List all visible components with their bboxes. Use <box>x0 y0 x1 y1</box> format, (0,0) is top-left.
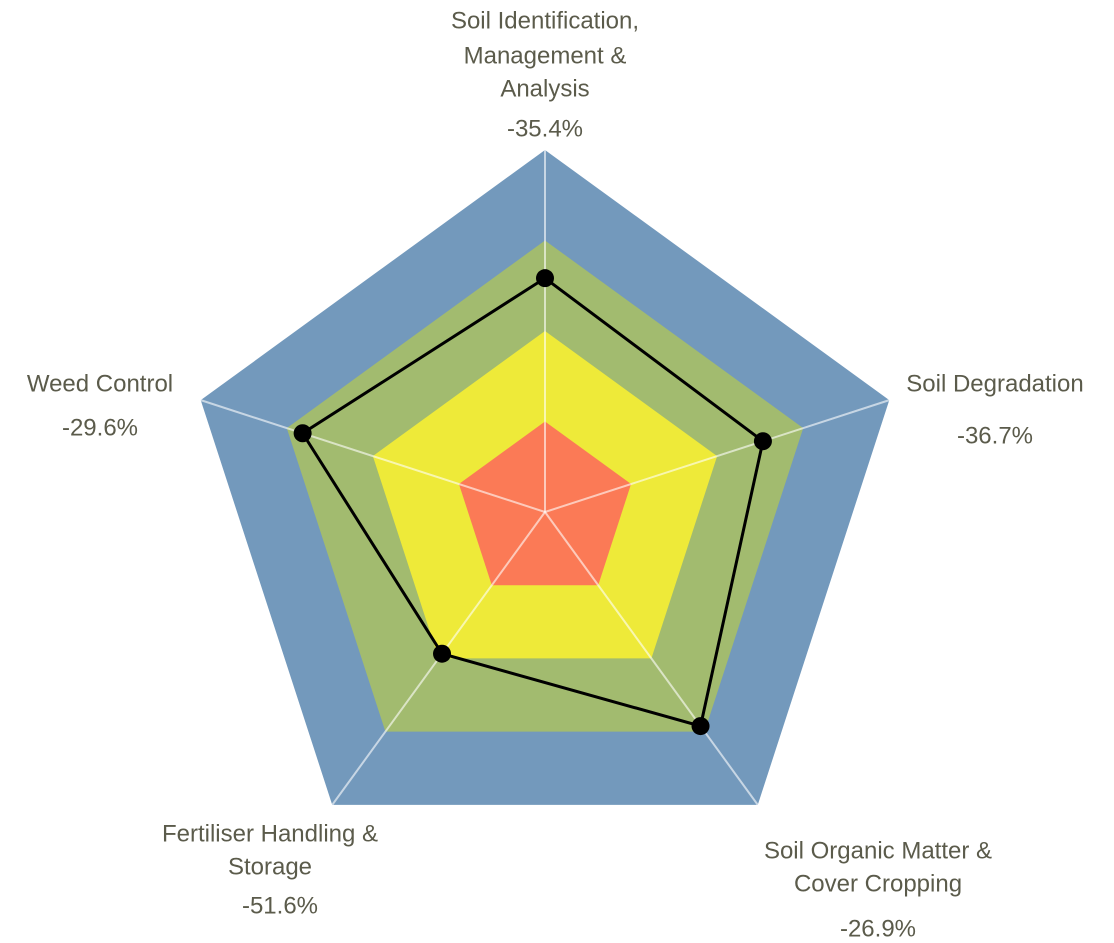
annotation: -36.7% <box>957 422 1033 449</box>
data-line <box>300 276 765 728</box>
category-label: Soil Degradation <box>906 370 1083 397</box>
category-label: Storage <box>228 853 312 880</box>
category-label: Weed Control <box>27 370 173 397</box>
data-point <box>293 424 312 443</box>
category-label: Fertiliser Handling & <box>162 820 378 847</box>
category-label: Cover Cropping <box>794 870 962 897</box>
category-label: Soil Organic Matter & <box>764 837 992 864</box>
data-point <box>536 269 554 288</box>
data-point <box>691 717 710 736</box>
spoke <box>544 511 759 806</box>
spoke <box>544 399 890 513</box>
category-label: Soil Identification, <box>451 7 639 34</box>
spoke <box>200 399 546 513</box>
category-label: Management & <box>464 42 627 69</box>
category-label: Analysis <box>500 75 589 102</box>
data-point <box>433 644 452 663</box>
annotation: -26.9% <box>840 915 916 942</box>
annotation: -35.4% <box>507 115 583 142</box>
annotation: -51.6% <box>242 892 318 919</box>
annotation: -29.6% <box>62 414 138 441</box>
data-point <box>753 432 772 451</box>
